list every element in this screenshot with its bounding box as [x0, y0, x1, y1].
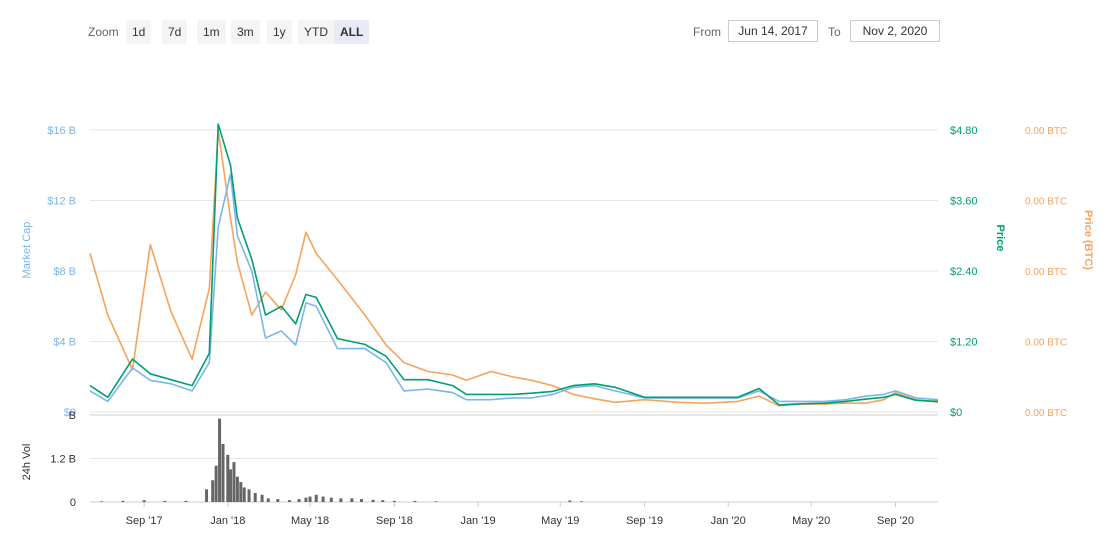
- btc-price-axis: 0.00 BTC 0.00 BTC 0.00 BTC 0.00 BTC 0.00 BTC: [1025, 126, 1067, 419]
- market-cap-tick-label: $4 B: [53, 337, 76, 349]
- volume-tick-label: 0: [70, 497, 76, 509]
- x-tick-label: May '20: [792, 515, 830, 527]
- volume-bar: [221, 444, 225, 502]
- volume-bar: [235, 476, 239, 502]
- volume-bar: [239, 482, 243, 502]
- volume-bar: [253, 492, 257, 502]
- main-grid: [90, 129, 938, 413]
- volume-bar: [211, 480, 215, 502]
- volume-axis-title: 24h Vol: [21, 444, 33, 481]
- btc-price-tick-label: 0.00 BTC: [1025, 126, 1067, 137]
- volume-bar: [163, 500, 167, 502]
- volume-bar: [276, 499, 280, 502]
- volume-bar: [218, 418, 222, 502]
- volume-bar: [381, 500, 385, 502]
- volume-bar: [229, 469, 233, 502]
- price-tick-label: $3.60: [950, 196, 978, 208]
- price-axis-title: Price: [994, 225, 1006, 252]
- x-tick-label: Jan '18: [210, 515, 245, 527]
- price-tick-label: $0: [950, 407, 962, 419]
- volume-bar: [359, 499, 363, 502]
- to-label: To: [828, 25, 841, 39]
- series-layer: [89, 123, 939, 407]
- volume-bar: [413, 500, 417, 502]
- price-line: [89, 123, 939, 406]
- market-cap-line: [89, 173, 939, 403]
- volume-bar: [321, 496, 325, 502]
- volume-bar: [142, 500, 146, 502]
- volume-bar: [287, 500, 291, 502]
- x-tick-label: Jan '19: [460, 515, 495, 527]
- volume-bar: [297, 499, 301, 502]
- btc-price-line: [89, 129, 939, 407]
- volume-bar: [214, 465, 218, 502]
- market-cap-tick-label: $0: [64, 407, 76, 419]
- volume-bar: [226, 454, 230, 502]
- volume-bar: [580, 501, 584, 502]
- volume-bar: [329, 497, 333, 502]
- from-date-input[interactable]: [728, 20, 818, 42]
- market-cap-tick-label: $16 B: [47, 125, 76, 137]
- x-axis: Sep '17 Jan '18 May '18 Sep '18 Jan '19 May '…: [126, 502, 914, 527]
- zoom-ytd-button[interactable]: YTD: [298, 20, 334, 44]
- from-label: From: [693, 25, 721, 39]
- volume-bar: [242, 487, 246, 502]
- volume-bar: [350, 498, 354, 502]
- volume-bar: [232, 462, 236, 502]
- volume-bar: [184, 500, 188, 502]
- x-tick-label: Sep '18: [376, 515, 413, 527]
- market-cap-tick-label: $12 B: [47, 196, 76, 208]
- btc-price-tick-label: 0.00 BTC: [1025, 197, 1067, 208]
- btc-price-axis-title: Price (BTC): [1082, 210, 1094, 270]
- range-selector: Zoom 1d 7d 1m 3m 1y YTD ALL From To: [0, 0, 1110, 62]
- market-cap-axis: $0 $4 B $8 B $12 B $16 B: [47, 125, 76, 419]
- zoom-1m-button[interactable]: 1m: [197, 20, 226, 44]
- volume-bar: [205, 489, 209, 502]
- x-tick-label: May '19: [541, 515, 579, 527]
- volume-bar: [314, 494, 318, 502]
- zoom-3m-button[interactable]: 3m: [231, 20, 260, 44]
- volume-tick-label: 1.2 B: [50, 454, 76, 466]
- price-tick-label: $2.40: [950, 266, 978, 278]
- x-tick-label: Sep '20: [877, 515, 914, 527]
- zoom-all-button[interactable]: ALL: [334, 20, 370, 44]
- volume-bar: [568, 500, 572, 502]
- zoom-1y-button[interactable]: 1y: [267, 20, 292, 44]
- price-tick-label: $1.20: [950, 337, 978, 349]
- volume-bar: [100, 501, 104, 502]
- volume-bar: [434, 501, 438, 502]
- volume-bar: [392, 500, 396, 502]
- zoom-1d-button[interactable]: 1d: [126, 20, 152, 44]
- market-cap-axis-title: Market Cap: [21, 222, 33, 279]
- x-tick-label: May '18: [291, 515, 329, 527]
- x-tick-label: Sep '17: [126, 515, 163, 527]
- volume-bar: [266, 498, 270, 502]
- volume-bar: [247, 489, 251, 502]
- price-axis: $0 $1.20 $2.40 $3.60 $4.80: [950, 125, 978, 419]
- btc-price-tick-label: 0.00 BTC: [1025, 267, 1067, 278]
- volume-bar: [371, 499, 375, 502]
- zoom-label: Zoom: [88, 25, 119, 39]
- volume-bar: [304, 497, 308, 502]
- volume-tick-label: B: [69, 410, 76, 422]
- volume-bars: [100, 418, 584, 502]
- volume-bar: [260, 494, 264, 502]
- x-tick-label: Jan '20: [711, 515, 746, 527]
- zoom-7d-button[interactable]: 7d: [162, 20, 188, 44]
- btc-price-tick-label: 0.00 BTC: [1025, 408, 1067, 419]
- volume-axis: 0 1.2 B B: [50, 410, 76, 509]
- volume-bar: [121, 500, 125, 502]
- volume-bar: [308, 496, 312, 502]
- volume-bar: [339, 498, 343, 502]
- price-tick-label: $4.80: [950, 125, 978, 137]
- to-date-input[interactable]: [850, 20, 940, 42]
- x-tick-label: Sep '19: [626, 515, 663, 527]
- btc-price-tick-label: 0.00 BTC: [1025, 338, 1067, 349]
- market-cap-tick-label: $8 B: [53, 266, 76, 278]
